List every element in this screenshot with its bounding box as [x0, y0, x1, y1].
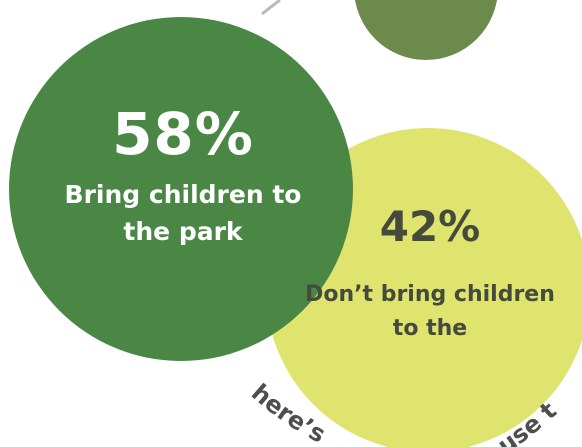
- top-bubble: [355, 0, 497, 60]
- bubble-value-dont-bring: 42%: [379, 202, 481, 251]
- bubble-label-bring: Bring children to the park: [64, 180, 302, 246]
- top-arc-line: [261, 0, 281, 16]
- bubble-value-bring: 58%: [112, 100, 254, 168]
- bubble-label-dont-bring: Don’t bring children to the: [305, 282, 555, 341]
- bubble-bring-children: [9, 17, 353, 361]
